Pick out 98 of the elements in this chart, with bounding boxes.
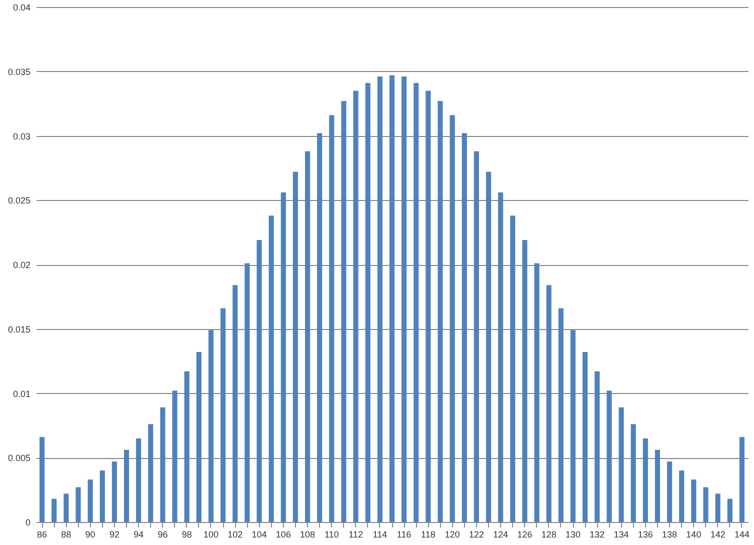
bar [414, 82, 419, 522]
bar [606, 390, 612, 522]
x-tick-label: 136 [638, 530, 653, 540]
bar [426, 90, 431, 522]
x-tick-label: 130 [566, 530, 581, 540]
x-tick-label: 104 [252, 530, 267, 540]
y-tick-label: 0.015 [8, 324, 30, 334]
bar [160, 407, 166, 522]
bar [377, 76, 382, 522]
x-tick-label: 108 [300, 530, 316, 540]
x-tick-label: 100 [203, 530, 218, 540]
bar [52, 498, 57, 522]
bar [630, 424, 636, 522]
bar [76, 487, 81, 522]
x-tick-label: 114 [372, 530, 388, 540]
x-tick-label: 96 [158, 530, 168, 540]
y-tick-label: 0.005 [8, 453, 30, 464]
bar [196, 352, 202, 522]
x-tick-label: 134 [614, 530, 629, 540]
bar [438, 100, 443, 522]
x-tick-label: 106 [276, 530, 291, 540]
bar [679, 470, 684, 522]
bar [739, 437, 744, 522]
bar [40, 437, 45, 522]
bar [112, 461, 117, 522]
bar [184, 371, 190, 522]
x-tick-label: 94 [134, 530, 144, 540]
x-tick-label: 90 [85, 530, 96, 540]
bar [642, 438, 648, 522]
bar [304, 151, 310, 522]
bar [88, 480, 93, 522]
x-tick-label: 86 [37, 530, 48, 540]
bar [317, 133, 322, 522]
bar [558, 308, 564, 522]
bar [220, 308, 226, 522]
bar [256, 240, 262, 522]
x-tick-label: 124 [493, 530, 508, 540]
bar [582, 352, 588, 522]
bar [365, 82, 370, 522]
bar [172, 390, 178, 522]
bar [486, 172, 492, 522]
bar [715, 494, 720, 522]
x-tick-label: 138 [662, 530, 678, 540]
y-tick-label: 0.035 [8, 66, 30, 77]
bar [546, 285, 552, 522]
x-tick-label: 102 [228, 530, 243, 540]
bar [654, 450, 660, 522]
bar [402, 76, 407, 522]
x-tick-label: 132 [590, 530, 605, 540]
x-tick-label: 116 [396, 530, 412, 540]
bar [244, 263, 250, 522]
x-tick-label: 126 [517, 530, 532, 540]
bar [341, 100, 346, 522]
bar [136, 438, 142, 522]
bar [534, 263, 540, 522]
bar [618, 407, 624, 522]
bar [474, 151, 480, 522]
bar [450, 115, 455, 522]
x-tick-label: 128 [541, 530, 556, 540]
bar [389, 75, 395, 522]
bar [232, 285, 238, 522]
bar [570, 330, 576, 522]
bar [691, 480, 696, 522]
x-tick-label: 144 [734, 530, 750, 540]
x-tick-label: 120 [444, 530, 460, 540]
y-tick-label: 0.03 [12, 131, 30, 142]
bar [268, 216, 274, 522]
x-tick-label: 112 [348, 530, 363, 540]
x-tick-label: 118 [421, 530, 436, 540]
x-tick-label: 142 [710, 530, 726, 540]
y-tick-label: 0.02 [12, 260, 30, 270]
bar [727, 498, 732, 522]
y-tick-label: 0 [25, 518, 30, 528]
x-tick-label: 110 [324, 530, 339, 540]
x-tick-label: 98 [182, 530, 192, 540]
bar [462, 133, 467, 522]
bar [353, 90, 358, 522]
bar [594, 371, 600, 522]
bar [292, 172, 298, 522]
bar [522, 240, 528, 522]
bar [703, 487, 708, 522]
bar [124, 450, 130, 522]
x-tick-label: 140 [686, 530, 702, 540]
x-tick-label: 122 [468, 530, 484, 540]
bar [329, 115, 334, 522]
y-tick-label: 0.04 [12, 2, 30, 12]
bar [64, 494, 69, 522]
bar [148, 424, 154, 522]
x-tick-label: 92 [109, 530, 120, 540]
bar [498, 192, 504, 522]
y-tick-label: 0.025 [8, 196, 30, 206]
bar [100, 470, 105, 522]
bar [208, 330, 214, 522]
x-tick-label: 88 [61, 530, 72, 540]
bar [510, 216, 516, 522]
bar [280, 192, 286, 522]
bar [667, 461, 672, 522]
y-tick-label: 0.01 [12, 388, 30, 399]
